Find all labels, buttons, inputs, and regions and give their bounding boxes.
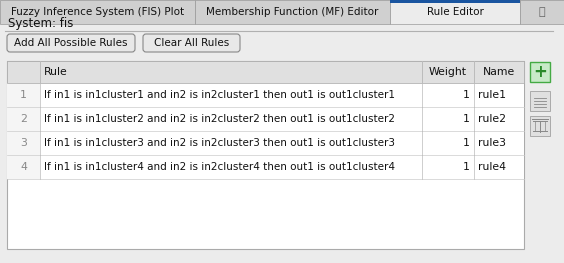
Text: Rule Editor: Rule Editor <box>426 7 483 17</box>
Bar <box>0 0 195 24</box>
Text: 1: 1 <box>463 138 470 148</box>
Bar <box>520 0 564 24</box>
Bar <box>7 83 40 107</box>
Text: 1: 1 <box>463 162 470 172</box>
Text: If in1 is in1cluster4 and in2 is in2cluster4 then out1 is out1cluster4: If in1 is in1cluster4 and in2 is in2clus… <box>44 162 395 172</box>
Text: Membership Function (MF) Editor: Membership Function (MF) Editor <box>206 7 378 17</box>
Bar <box>530 116 550 136</box>
Bar <box>390 0 520 24</box>
Text: 1: 1 <box>463 90 470 100</box>
Text: 4: 4 <box>20 162 27 172</box>
Bar <box>530 91 550 111</box>
Bar <box>7 107 524 131</box>
Text: +: + <box>533 63 547 81</box>
Text: Weight: Weight <box>429 67 467 77</box>
Bar <box>7 131 524 155</box>
Bar <box>530 62 550 82</box>
Text: Fuzzy Inference System (FIS) Plot: Fuzzy Inference System (FIS) Plot <box>11 7 184 17</box>
Text: rule1: rule1 <box>478 90 506 100</box>
FancyBboxPatch shape <box>143 34 240 52</box>
Bar <box>7 131 40 155</box>
Text: 1: 1 <box>20 90 27 100</box>
Text: Name: Name <box>483 67 515 77</box>
Text: 1: 1 <box>463 114 470 124</box>
Bar <box>7 155 524 179</box>
Text: ⛯: ⛯ <box>539 7 545 17</box>
Bar <box>7 83 524 107</box>
Text: If in1 is in1cluster2 and in2 is in2cluster2 then out1 is out1cluster2: If in1 is in1cluster2 and in2 is in2clus… <box>44 114 395 124</box>
Text: rule2: rule2 <box>478 114 506 124</box>
Bar <box>195 0 390 24</box>
Bar <box>0 0 564 24</box>
Text: Rule: Rule <box>44 67 68 77</box>
Text: If in1 is in1cluster3 and in2 is in2cluster3 then out1 is out1cluster3: If in1 is in1cluster3 and in2 is in2clus… <box>44 138 395 148</box>
Text: rule4: rule4 <box>478 162 506 172</box>
Bar <box>7 61 524 249</box>
Text: rule3: rule3 <box>478 138 506 148</box>
Bar <box>390 0 520 3</box>
Bar <box>7 61 524 83</box>
FancyBboxPatch shape <box>7 34 135 52</box>
Bar <box>7 155 40 179</box>
Text: System: fis: System: fis <box>8 17 73 29</box>
Text: 3: 3 <box>20 138 27 148</box>
Bar <box>7 107 40 131</box>
Text: Add All Possible Rules: Add All Possible Rules <box>14 38 128 48</box>
Text: If in1 is in1cluster1 and in2 is in2cluster1 then out1 is out1cluster1: If in1 is in1cluster1 and in2 is in2clus… <box>44 90 395 100</box>
Text: Clear All Rules: Clear All Rules <box>154 38 229 48</box>
Text: 2: 2 <box>20 114 27 124</box>
